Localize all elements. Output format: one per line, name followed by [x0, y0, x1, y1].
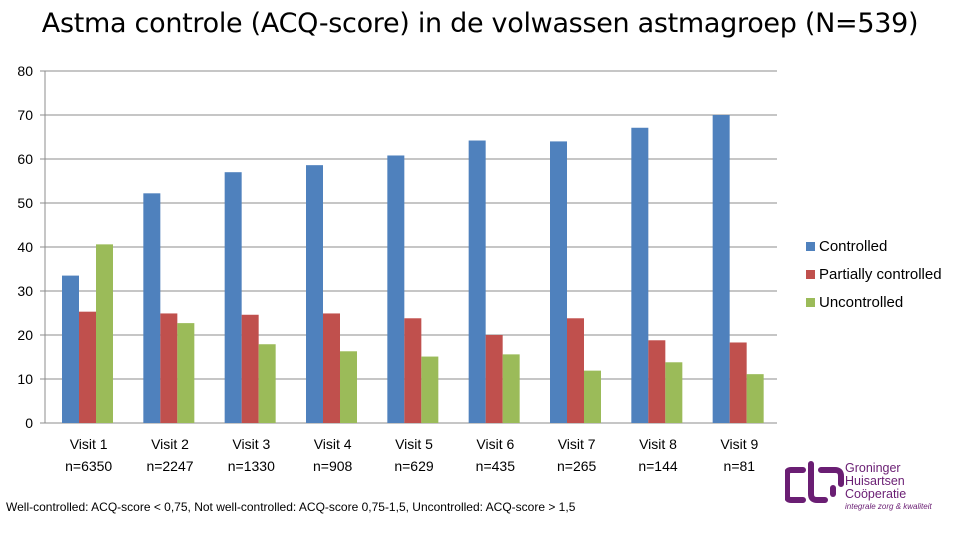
ghc-logo: Groninger Huisartsen Coöperatie integral…	[785, 458, 955, 518]
x-tick-label-visit-7: Visit 7	[558, 436, 596, 452]
x-tick-label-visit-1: Visit 1	[70, 436, 108, 452]
legend-label-uncontrolled: Uncontrolled	[819, 293, 904, 311]
bar-partially-controlled-1	[79, 311, 96, 423]
x-tick-sublabel-visit-4: n=908	[313, 458, 353, 474]
x-tick-sublabel-visit-5: n=629	[394, 458, 434, 474]
ghc-logo-mark-icon	[785, 461, 844, 503]
bar-controlled-8	[631, 127, 649, 423]
y-tick-label-60: 60	[17, 151, 33, 167]
bar-uncontrolled-7	[584, 370, 601, 423]
y-tick-label-0: 0	[25, 415, 33, 431]
y-tick-label-50: 50	[17, 195, 33, 211]
bar-uncontrolled-2	[177, 323, 195, 423]
bar-partially-controlled-9	[729, 342, 747, 423]
y-tick-label-30: 30	[17, 283, 33, 299]
bar-uncontrolled-3	[258, 344, 276, 423]
bar-controlled-2	[143, 193, 161, 423]
x-tick-sublabel-visit-2: n=2247	[146, 458, 193, 474]
bar-uncontrolled-6	[502, 354, 520, 423]
logo-text-line1: Groninger	[845, 461, 901, 475]
x-tick-label-visit-9: Visit 9	[720, 436, 758, 452]
bar-controlled-6	[468, 140, 486, 423]
logo-text-line3: Coöperatie	[845, 487, 907, 501]
logo-tagline: integrale zorg & kwaliteit	[845, 502, 932, 511]
bar-uncontrolled-8	[665, 362, 683, 423]
bar-controlled-9	[712, 115, 730, 423]
bar-partially-controlled-2	[160, 313, 178, 423]
chart-title: Astma controle (ACQ-score) in de volwass…	[41, 8, 919, 39]
bar-uncontrolled-4	[340, 351, 357, 423]
y-tick-label-70: 70	[17, 107, 33, 123]
legend-item-controlled: Controlled	[806, 232, 942, 260]
x-tick-sublabel-visit-9: n=81	[724, 458, 756, 474]
legend-swatch-controlled	[806, 241, 815, 251]
x-tick-label-visit-4: Visit 4	[314, 436, 352, 452]
x-tick-label-visit-3: Visit 3	[232, 436, 270, 452]
x-tick-sublabel-visit-6: n=435	[476, 458, 516, 474]
legend-label-controlled: Controlled	[819, 237, 888, 255]
bar-partially-controlled-6	[485, 335, 503, 423]
bar-uncontrolled-9	[746, 374, 764, 423]
x-tick-sublabel-visit-7: n=265	[557, 458, 597, 474]
legend-item-partially-controlled: Partially controlled	[806, 260, 942, 288]
legend-label-partially-controlled: Partially controlled	[819, 265, 942, 283]
legend-item-uncontrolled: Uncontrolled	[806, 288, 942, 316]
legend-swatch-uncontrolled	[806, 297, 815, 307]
legend: Controlled Partially controlled Uncontro…	[806, 232, 942, 316]
x-tick-label-visit-2: Visit 2	[151, 436, 189, 452]
bar-partially-controlled-3	[241, 314, 259, 423]
bar-controlled-1	[62, 275, 79, 423]
bar-partially-controlled-4	[323, 313, 340, 423]
bar-partially-controlled-7	[567, 318, 584, 423]
bar-uncontrolled-5	[421, 356, 439, 423]
y-tick-label-10: 10	[17, 371, 33, 387]
bar-uncontrolled-1	[96, 244, 113, 423]
bar-partially-controlled-8	[648, 340, 666, 423]
x-tick-sublabel-visit-1: n=6350	[65, 458, 112, 474]
logo-text-line2: Huisartsen	[845, 474, 905, 488]
bar-partially-controlled-5	[404, 318, 422, 423]
x-tick-label-visit-5: Visit 5	[395, 436, 433, 452]
x-tick-sublabel-visit-8: n=144	[638, 458, 678, 474]
y-tick-label-80: 80	[17, 63, 33, 79]
y-tick-label-20: 20	[17, 327, 33, 343]
bar-controlled-3	[224, 172, 242, 423]
legend-swatch-partially-controlled	[806, 269, 815, 279]
bar-controlled-7	[550, 141, 567, 423]
y-tick-label-40: 40	[17, 239, 33, 255]
bar-controlled-5	[387, 155, 405, 424]
x-tick-sublabel-visit-3: n=1330	[228, 458, 275, 474]
footnote: Well-controlled: ACQ-score < 0,75, Not w…	[6, 500, 576, 514]
x-tick-label-visit-6: Visit 6	[476, 436, 514, 452]
x-tick-label-visit-8: Visit 8	[639, 436, 677, 452]
bar-controlled-4	[306, 165, 323, 423]
